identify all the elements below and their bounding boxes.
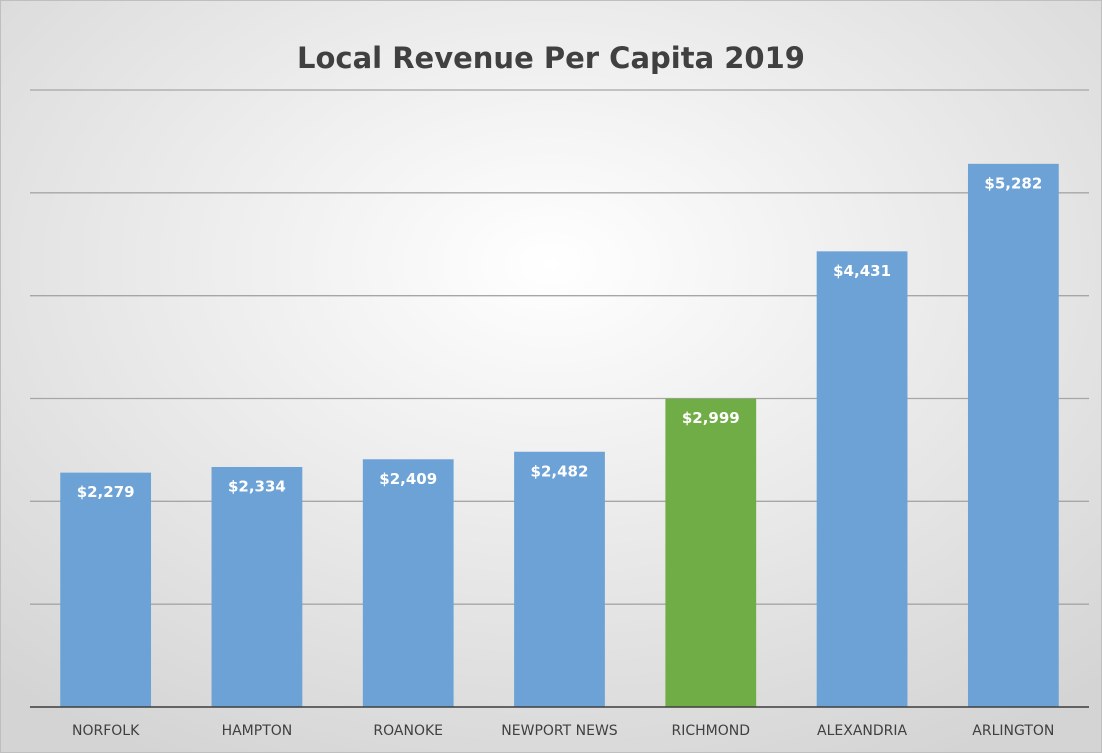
x-tick-label: NEWPORT NEWS — [501, 723, 617, 739]
bar — [816, 251, 908, 707]
bar — [967, 163, 1059, 707]
bar — [211, 466, 303, 707]
x-tick-label: ALEXANDRIA — [817, 723, 908, 739]
chart-title: Local Revenue Per Capita 2019 — [297, 41, 805, 75]
data-label: $2,999 — [682, 409, 740, 427]
data-label: $2,279 — [77, 483, 135, 501]
bar — [665, 398, 757, 707]
x-tick-label: ROANOKE — [373, 723, 443, 739]
bar — [60, 472, 152, 707]
x-tick-label: HAMPTON — [222, 723, 293, 739]
x-tick-label: NORFOLK — [72, 723, 140, 739]
x-tick-label: RICHMOND — [672, 723, 751, 739]
bar — [514, 451, 605, 707]
x-tick-label: ARLINGTON — [972, 723, 1054, 739]
data-label: $2,482 — [531, 462, 589, 480]
data-label: $2,334 — [228, 477, 286, 495]
data-label: $2,409 — [379, 470, 437, 488]
bar — [362, 459, 454, 707]
data-label: $4,431 — [833, 262, 891, 280]
data-label: $5,282 — [984, 174, 1042, 192]
